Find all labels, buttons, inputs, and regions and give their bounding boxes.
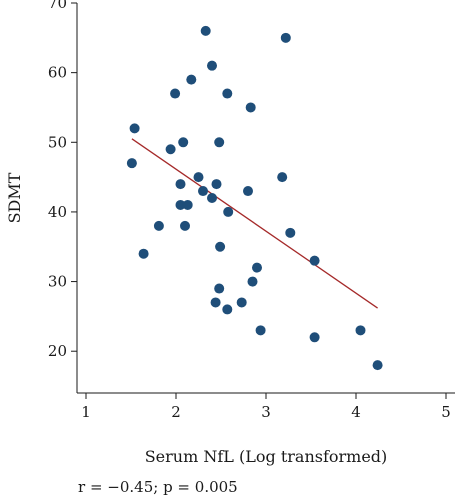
y-tick-label: 20	[48, 342, 67, 360]
axis-ticks: 1 2 3 4 5 20 30 40 50 60 70	[48, 0, 451, 421]
data-point	[252, 262, 262, 273]
data-point	[138, 248, 149, 259]
data-point	[182, 199, 193, 210]
x-tick-label: 2	[171, 403, 181, 421]
data-point	[223, 206, 234, 217]
data-point	[309, 332, 320, 343]
data-point	[355, 325, 366, 336]
x-axis-label: Serum NfL (Log transformed)	[145, 447, 388, 466]
data-point	[210, 297, 221, 308]
data-point	[372, 360, 383, 371]
data-point	[309, 255, 320, 266]
data-point	[175, 199, 186, 210]
y-tick-label: 40	[48, 203, 67, 221]
y-tick-label: 30	[48, 273, 67, 291]
x-tick-label: 5	[441, 403, 451, 421]
data-point	[243, 186, 253, 197]
x-tick-label: 3	[261, 403, 271, 421]
data-point	[280, 32, 291, 43]
data-point	[175, 179, 186, 190]
data-point	[255, 325, 266, 336]
data-points	[126, 25, 383, 371]
data-point	[222, 304, 233, 315]
data-point	[222, 88, 233, 99]
axes	[76, 3, 455, 394]
y-axis-label: SDMT	[5, 172, 24, 223]
data-point	[126, 158, 137, 169]
data-point	[215, 241, 226, 252]
regression-fit-line	[131, 138, 378, 309]
data-point	[211, 179, 222, 190]
data-point	[186, 74, 197, 85]
correlation-annotation: r = −0.45; p = 0.005	[78, 478, 238, 496]
y-tick-label: 60	[48, 64, 67, 82]
data-point	[207, 60, 217, 71]
data-point	[165, 144, 176, 155]
data-point	[180, 220, 190, 231]
data-point	[207, 193, 217, 203]
data-point	[247, 276, 258, 287]
x-tick-label: 4	[351, 403, 361, 421]
data-point	[214, 283, 225, 294]
data-point	[178, 137, 189, 148]
data-point	[200, 25, 211, 36]
x-tick-label: 1	[81, 403, 91, 421]
data-point	[245, 102, 256, 113]
y-tick-label: 70	[48, 0, 67, 12]
data-point	[214, 137, 225, 148]
y-tick-label: 50	[48, 133, 67, 151]
data-point	[153, 220, 164, 231]
data-point	[277, 172, 288, 183]
data-point	[129, 123, 140, 134]
data-point	[285, 227, 296, 238]
data-point	[170, 88, 181, 99]
data-point	[236, 297, 247, 308]
data-point	[193, 172, 204, 183]
data-point	[198, 186, 208, 197]
